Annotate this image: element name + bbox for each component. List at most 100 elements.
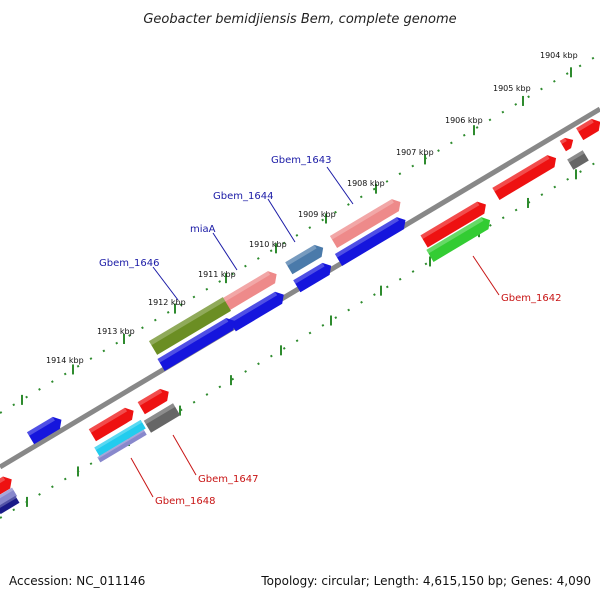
- gene-box-body: [426, 217, 491, 262]
- gene-box-body: [143, 403, 181, 433]
- gene-box-highlight: [492, 155, 550, 192]
- gene-box-body: [88, 407, 134, 442]
- leader-line: [267, 198, 296, 243]
- gene-box-highlight: [97, 429, 145, 459]
- gene-box[interactable]: [157, 315, 238, 372]
- gene-box[interactable]: [293, 260, 335, 293]
- gene-box-body: [26, 416, 62, 445]
- leader-line: [172, 434, 197, 476]
- gene-box-body: [219, 271, 277, 312]
- gene-box-gbem-1643[interactable]: [329, 196, 404, 248]
- gene-box-gbem-1646[interactable]: [148, 297, 232, 355]
- tick-label: 1905 kbp: [493, 84, 531, 93]
- leader-line: [212, 232, 238, 271]
- gene-labels-top: Gbem_1643 Gbem_1644 miaA Gbem_1646: [99, 155, 354, 301]
- gene-box[interactable]: [26, 414, 65, 445]
- gene-box[interactable]: [0, 495, 20, 515]
- tick-label: 1914 kbp: [46, 356, 84, 365]
- gene-box[interactable]: [567, 150, 589, 170]
- gene-box-body: [157, 318, 235, 372]
- gene-box-highlight: [219, 271, 271, 304]
- gene-label-gbem-1642[interactable]: Gbem_1642: [501, 293, 561, 304]
- gene-box-body: [94, 419, 146, 457]
- gene-box-body: [228, 291, 284, 332]
- gene-labels-bottom: Gbem_1642 Gbem_1647 Gbem_1648: [130, 255, 561, 507]
- gene-box-body: [0, 476, 12, 495]
- gene-box-body: [334, 217, 406, 266]
- gene-box-gbem-1642[interactable]: [426, 214, 493, 262]
- ruler-tick-labels: 1904 kbp 1905 kbp 1906 kbp 1907 kbp 1908…: [46, 51, 578, 365]
- gene-box-highlight: [285, 244, 317, 266]
- gene-box[interactable]: [420, 199, 489, 248]
- leader-line: [472, 255, 500, 296]
- gene-box-body: [329, 199, 401, 248]
- gene-box[interactable]: [576, 116, 600, 141]
- gene-label-gbem-1643[interactable]: Gbem_1643: [271, 155, 331, 166]
- gene-box-highlight: [0, 487, 14, 501]
- gene-box-body: [148, 297, 232, 355]
- genome-summary-text: Topology: circular; Length: 4,615,150 bp…: [260, 574, 591, 588]
- gene-box[interactable]: [0, 487, 18, 507]
- gene-box[interactable]: [0, 473, 15, 495]
- gene-box-highlight: [293, 262, 325, 284]
- gene-box-highlight: [559, 137, 567, 145]
- gene-box-body: [285, 244, 324, 275]
- gene-box[interactable]: [228, 289, 288, 332]
- gene-box[interactable]: [88, 405, 137, 442]
- tick-label: 1912 kbp: [148, 298, 186, 307]
- gene-box-gbem-1647[interactable]: [143, 403, 181, 433]
- gene-box-body: [567, 150, 589, 170]
- gene-box-body: [137, 388, 169, 415]
- gene-label-gbem-1648[interactable]: Gbem_1648: [155, 496, 215, 507]
- gene-box-gbem-1648[interactable]: [94, 419, 146, 457]
- gene-box-highlight: [94, 419, 143, 451]
- tick-label: 1908 kbp: [347, 179, 385, 188]
- gene-box-highlight: [334, 217, 399, 258]
- gene-box[interactable]: [492, 152, 559, 200]
- leader-line: [326, 166, 354, 205]
- gene-box-highlight: [420, 201, 480, 240]
- gene-box-highlight: [576, 118, 594, 132]
- gene-box-highlight: [567, 150, 585, 163]
- gene-box-body: [420, 201, 486, 248]
- leader-line: [152, 266, 179, 301]
- tick-label: 1910 kbp: [249, 240, 287, 249]
- gene-box-body: [97, 429, 147, 463]
- gene-label-gbem-1644[interactable]: Gbem_1644: [213, 191, 273, 202]
- gene-box-highlight: [148, 297, 226, 346]
- gene-box[interactable]: [97, 429, 147, 463]
- gene-box[interactable]: [559, 135, 576, 152]
- gene-box-highlight: [228, 291, 278, 323]
- tick-label: 1911 kbp: [198, 270, 236, 279]
- gene-box-body: [0, 487, 18, 507]
- tick-label: 1907 kbp: [396, 148, 434, 157]
- gene-box-gbem-1644[interactable]: [285, 242, 327, 275]
- gene-box-highlight: [157, 318, 229, 363]
- gene-box-body: [559, 137, 574, 152]
- gene-box-highlight: [426, 217, 484, 254]
- gene-box-body: [293, 262, 332, 293]
- gene-box-highlight: [329, 199, 394, 240]
- tick-label: 1904 kbp: [540, 51, 578, 60]
- gene-box-body: [0, 495, 20, 515]
- gene-features: [0, 116, 600, 515]
- gene-box-body: [492, 155, 557, 200]
- gene-box-highlight: [137, 388, 163, 406]
- gene-box[interactable]: [137, 386, 173, 415]
- gene-box-highlight: [0, 495, 17, 510]
- gene-label-miaa[interactable]: miaA: [190, 224, 216, 235]
- gene-box-highlight: [26, 416, 55, 436]
- gene-box-highlight: [88, 407, 128, 433]
- gene-label-gbem-1647[interactable]: Gbem_1647: [198, 474, 258, 485]
- gene-box-body: [576, 118, 600, 141]
- tick-label: 1909 kbp: [298, 210, 336, 219]
- gene-box[interactable]: [334, 214, 409, 266]
- map-title: Geobacter bemidjiensis Bem, complete gen…: [143, 12, 456, 27]
- tick-label: 1913 kbp: [97, 327, 135, 336]
- tick-label: 1906 kbp: [445, 116, 483, 125]
- gene-box-highlight: [0, 476, 6, 487]
- gene-label-gbem-1646[interactable]: Gbem_1646: [99, 258, 159, 269]
- gene-box-miaa[interactable]: [219, 268, 280, 312]
